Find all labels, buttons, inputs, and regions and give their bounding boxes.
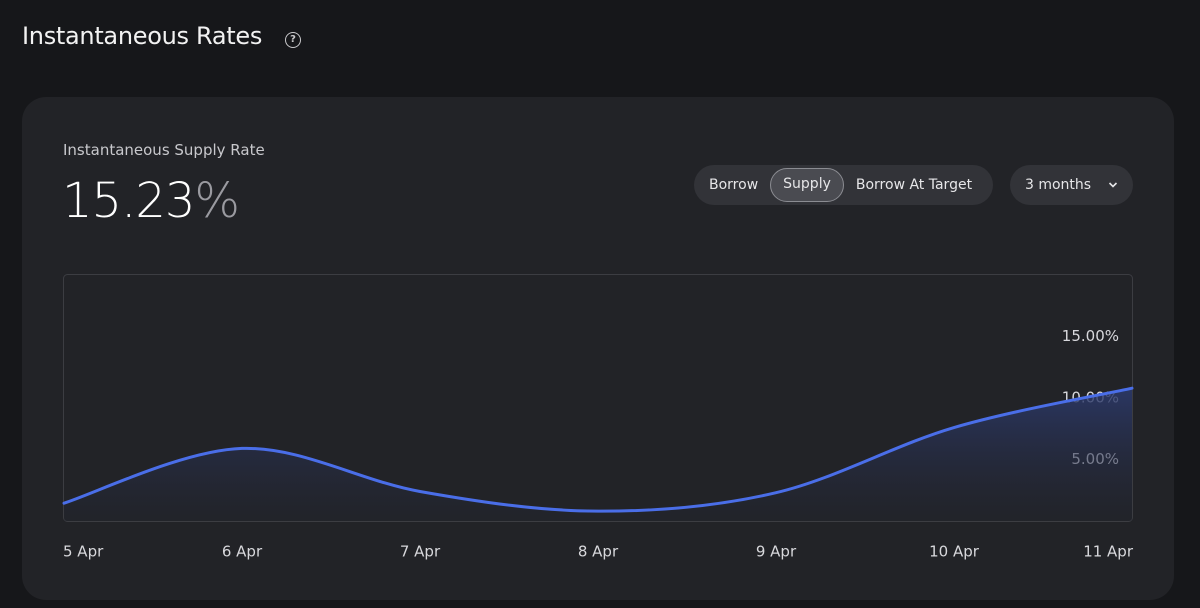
rate-unit: % xyxy=(194,173,240,229)
tab[interactable]: Supply xyxy=(770,168,844,202)
area-fill xyxy=(64,388,1132,521)
x-tick-label: 5 Apr xyxy=(63,543,104,561)
x-tick-label: 11 Apr xyxy=(1083,543,1134,561)
range-dropdown[interactable]: 3 months xyxy=(1010,165,1133,205)
x-tick-label: 7 Apr xyxy=(400,543,441,561)
x-tick-label: 6 Apr xyxy=(222,543,263,561)
x-tick-label: 8 Apr xyxy=(578,543,619,561)
rate-line xyxy=(62,386,1134,513)
help-icon[interactable]: ? xyxy=(285,32,301,48)
page-title: Instantaneous Rates xyxy=(22,22,263,50)
range-label: 3 months xyxy=(1025,177,1092,193)
x-tick-label: 9 Apr xyxy=(756,543,797,561)
y-tick-label: 15.00% xyxy=(1062,327,1119,345)
chevron xyxy=(1108,182,1118,188)
plot-frame xyxy=(63,274,1133,522)
tab[interactable]: Borrow At Target xyxy=(855,177,973,193)
rate-label: Instantaneous Supply Rate xyxy=(63,141,265,159)
tab[interactable]: Borrow xyxy=(709,177,759,193)
rate-tabs: Borrow Supply Borrow At Target xyxy=(694,165,993,205)
rate-number: 15.23 xyxy=(62,173,195,229)
x-tick-label: 10 Apr xyxy=(929,543,980,561)
rate-value: 15.23% xyxy=(62,173,240,229)
